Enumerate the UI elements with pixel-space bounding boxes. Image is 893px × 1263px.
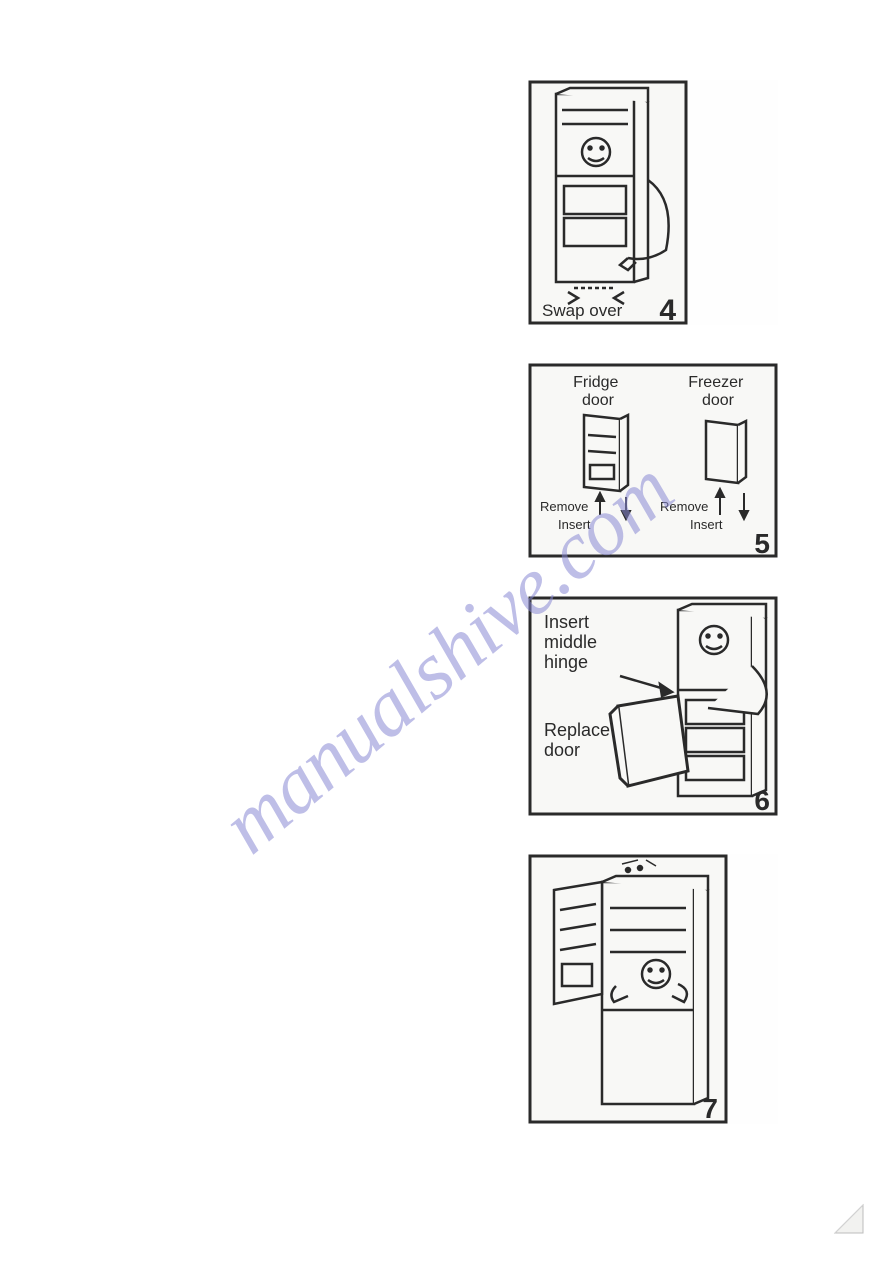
fig4-number: 4 <box>659 294 676 325</box>
fig5-fridge-l1: Fridge <box>573 374 618 391</box>
figure-6-svg: Insert middle hinge Replace door <box>528 596 778 816</box>
figure-4: Swap over 4 <box>528 80 778 325</box>
figure-column: Swap over 4 Fridge door Freezer door <box>528 80 778 1124</box>
fig5-fridge-l2: door <box>582 392 615 409</box>
fig6-hinge-l3: hinge <box>544 652 588 672</box>
fig6-hinge-l1: Insert <box>544 612 589 632</box>
fig6-number: 6 <box>754 785 770 816</box>
fig5-insert-1: Insert <box>558 517 591 532</box>
figure-5-svg: Fridge door Freezer door <box>528 363 778 558</box>
figure-4-svg: Swap over 4 <box>528 80 688 325</box>
figure-6: Insert middle hinge Replace door <box>528 596 778 816</box>
fig5-remove-2: Remove <box>660 499 708 514</box>
figure-5: Fridge door Freezer door <box>528 363 778 558</box>
fig6-replace-l2: door <box>544 740 580 760</box>
fig5-freezer-l2: door <box>702 392 735 409</box>
figure-7: 7 <box>528 854 778 1124</box>
fig6-hinge-l2: middle <box>544 632 597 652</box>
page-curl-icon <box>833 1203 865 1235</box>
fig5-remove-1: Remove <box>540 499 588 514</box>
fig5-freezer-l1: Freezer <box>688 374 744 391</box>
fig5-number: 5 <box>754 528 770 558</box>
fig4-caption: Swap over <box>542 301 623 320</box>
fig6-replace-l1: Replace <box>544 720 610 740</box>
fig5-insert-2: Insert <box>690 517 723 532</box>
figure-7-svg: 7 <box>528 854 728 1124</box>
fig7-number: 7 <box>702 1093 718 1124</box>
